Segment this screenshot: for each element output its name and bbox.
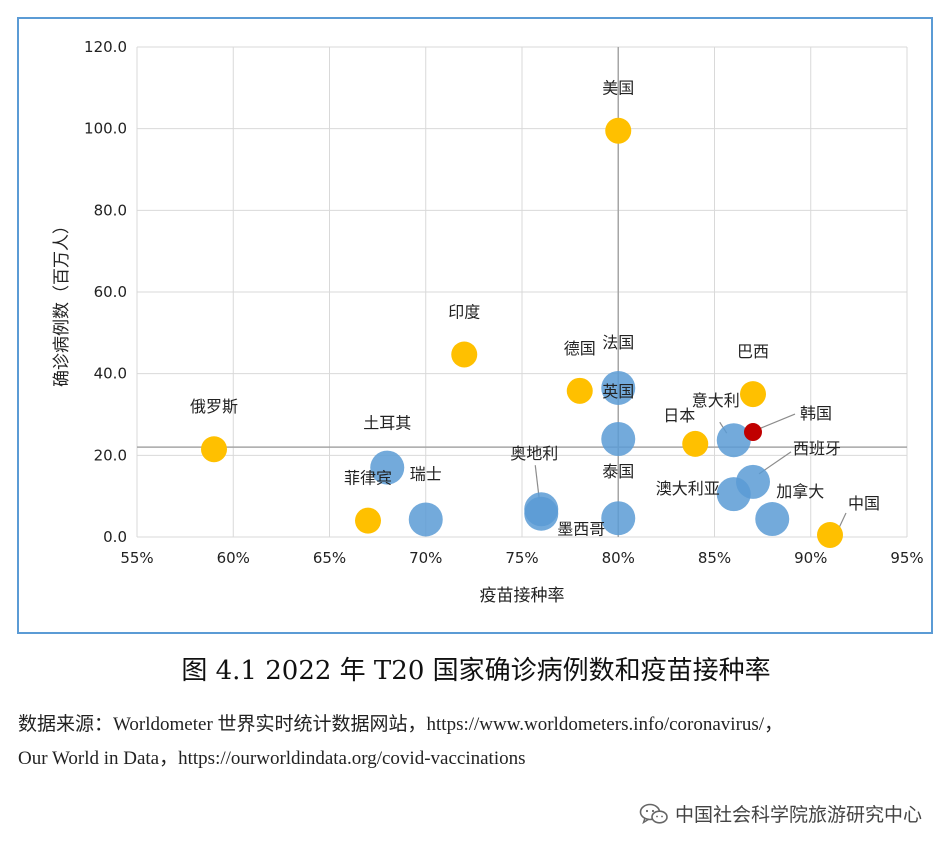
axis-ticks: 55% 60% 65% 70% 75% 80% 85% 90% 95% 0.0 20.0 40.0 60… [84, 38, 924, 567]
data-point [601, 501, 636, 536]
wechat-icon [639, 803, 668, 824]
data-point [716, 477, 751, 512]
y-tick-label: 20.0 [94, 446, 127, 464]
scatter-chart: 55% 60% 65% 70% 75% 80% 85% 90% 95% 0.0 20.0 40.0 60… [52, 38, 924, 606]
x-tick-label: 85% [698, 549, 731, 567]
point-label: 日本 [663, 406, 695, 425]
data-point [355, 507, 381, 534]
watermark: 中国社会科学院旅游研究中心 [639, 800, 922, 827]
x-axis-title: 疫苗接种率 [480, 586, 565, 606]
y-tick-label: 0.0 [103, 528, 127, 546]
data-point [740, 381, 766, 408]
label-leaders [534, 413, 847, 531]
y-axis-title: 确诊病例数（百万人） [52, 217, 72, 387]
y-tick-label: 40.0 [94, 365, 127, 383]
data-points [201, 117, 843, 548]
point-label: 泰国 [602, 462, 634, 481]
figure-caption: 图 4.1 2022 年 T20 国家确诊病例数和疫苗接种率 [181, 656, 771, 686]
source-line-2: Our World in Data，https://ourworldindata… [18, 748, 526, 769]
point-label: 土耳其 [363, 414, 411, 433]
data-source: 数据来源：Worldometer 世界实时统计数据网站，https://www.… [18, 708, 938, 776]
data-point [566, 377, 593, 404]
y-tick-label: 120.0 [84, 38, 127, 56]
watermark-text: 中国社会科学院旅游研究中心 [674, 804, 922, 826]
point-label: 意大利 [692, 391, 740, 410]
data-point [408, 502, 443, 537]
data-point [201, 436, 227, 463]
point-label: 中国 [848, 494, 880, 513]
y-tick-label: 80.0 [94, 201, 127, 219]
x-tick-label: 55% [120, 549, 153, 567]
data-point [817, 521, 843, 548]
x-tick-label: 60% [217, 549, 250, 567]
data-point [451, 341, 478, 368]
x-tick-label: 65% [313, 549, 346, 567]
point-label: 韩国 [800, 404, 832, 423]
point-label: 俄罗斯 [190, 397, 238, 416]
point-label: 美国 [602, 79, 634, 98]
point-label: 澳大利亚 [656, 479, 720, 498]
data-point [755, 502, 790, 537]
grid-layer [136, 46, 908, 538]
chart-frame: 55% 60% 65% 70% 75% 80% 85% 90% 95% 0.0 20.0 40.0 60… [17, 17, 933, 634]
point-label: 印度 [448, 302, 480, 321]
point-label: 法国 [602, 333, 634, 352]
data-point [605, 117, 632, 144]
x-tick-label: 70% [409, 549, 442, 567]
data-point [744, 423, 762, 442]
point-label: 瑞士 [410, 464, 442, 483]
point-label: 菲律宾 [344, 469, 392, 488]
point-label: 英国 [602, 382, 634, 401]
x-tick-label: 80% [602, 549, 635, 567]
data-point [682, 430, 709, 457]
point-label: 西班牙 [793, 439, 841, 458]
point-label: 墨西哥 [557, 520, 605, 539]
x-tick-label: 95% [890, 549, 923, 567]
point-label: 巴西 [737, 342, 769, 361]
point-label: 加拿大 [776, 482, 824, 501]
point-label: 德国 [564, 339, 596, 358]
source-line-1: 数据来源：Worldometer 世界实时统计数据网站，https://www.… [18, 714, 784, 735]
data-point [601, 370, 636, 405]
data-point [716, 423, 751, 458]
y-tick-label: 100.0 [84, 120, 127, 138]
data-point [524, 496, 559, 531]
y-tick-label: 60.0 [94, 283, 127, 301]
point-label: 奥地利 [510, 444, 558, 463]
data-point [370, 450, 405, 485]
x-tick-label: 90% [794, 549, 827, 567]
data-point [601, 422, 636, 456]
x-tick-label: 75% [505, 549, 538, 567]
label-leader-line [755, 413, 796, 431]
